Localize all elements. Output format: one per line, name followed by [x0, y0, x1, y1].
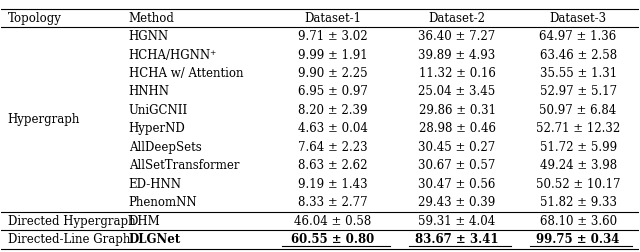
Text: 25.04 ± 3.45: 25.04 ± 3.45 [419, 85, 495, 99]
Text: DHM: DHM [129, 215, 161, 228]
Text: HyperND: HyperND [129, 122, 186, 135]
Text: 9.71 ± 3.02: 9.71 ± 3.02 [298, 30, 367, 43]
Text: 8.33 ± 2.77: 8.33 ± 2.77 [298, 196, 367, 209]
Text: Dataset-2: Dataset-2 [429, 12, 486, 25]
Text: 9.99 ± 1.91: 9.99 ± 1.91 [298, 49, 367, 61]
Text: 8.63 ± 2.62: 8.63 ± 2.62 [298, 159, 367, 172]
Text: HCHA w/ Attention: HCHA w/ Attention [129, 67, 243, 80]
Text: 60.55 ± 0.80: 60.55 ± 0.80 [291, 233, 374, 246]
Text: 30.47 ± 0.56: 30.47 ± 0.56 [419, 178, 496, 191]
Text: ED-HNN: ED-HNN [129, 178, 182, 191]
Text: 50.52 ± 10.17: 50.52 ± 10.17 [536, 178, 620, 191]
Text: Dataset-1: Dataset-1 [304, 12, 361, 25]
Text: 6.95 ± 0.97: 6.95 ± 0.97 [298, 85, 368, 99]
Text: Hypergraph: Hypergraph [8, 113, 80, 126]
Text: 7.64 ± 2.23: 7.64 ± 2.23 [298, 141, 367, 154]
Text: 46.04 ± 0.58: 46.04 ± 0.58 [294, 215, 371, 228]
Text: HCHA/HGNN⁺: HCHA/HGNN⁺ [129, 49, 217, 61]
Text: HGNN: HGNN [129, 30, 169, 43]
Text: HNHN: HNHN [129, 85, 170, 99]
Text: AllDeepSets: AllDeepSets [129, 141, 202, 154]
Text: 29.43 ± 0.39: 29.43 ± 0.39 [419, 196, 495, 209]
Text: 36.40 ± 7.27: 36.40 ± 7.27 [419, 30, 495, 43]
Text: 63.46 ± 2.58: 63.46 ± 2.58 [540, 49, 616, 61]
Text: 30.67 ± 0.57: 30.67 ± 0.57 [419, 159, 496, 172]
Text: Directed Hypergraph: Directed Hypergraph [8, 215, 136, 228]
Text: 9.90 ± 2.25: 9.90 ± 2.25 [298, 67, 367, 80]
Text: 39.89 ± 4.93: 39.89 ± 4.93 [419, 49, 495, 61]
Text: DLGNet: DLGNet [129, 233, 181, 246]
Text: Directed-Line Graph: Directed-Line Graph [8, 233, 130, 246]
Text: 11.32 ± 0.16: 11.32 ± 0.16 [419, 67, 495, 80]
Text: 51.82 ± 9.33: 51.82 ± 9.33 [540, 196, 616, 209]
Text: 83.67 ± 3.41: 83.67 ± 3.41 [415, 233, 499, 246]
Text: 50.97 ± 6.84: 50.97 ± 6.84 [540, 104, 617, 117]
Text: 9.19 ± 1.43: 9.19 ± 1.43 [298, 178, 367, 191]
Text: 64.97 ± 1.36: 64.97 ± 1.36 [540, 30, 617, 43]
Text: 52.97 ± 5.17: 52.97 ± 5.17 [540, 85, 616, 99]
Text: PhenomNN: PhenomNN [129, 196, 198, 209]
Text: AllSetTransformer: AllSetTransformer [129, 159, 239, 172]
Text: 29.86 ± 0.31: 29.86 ± 0.31 [419, 104, 495, 117]
Text: 4.63 ± 0.04: 4.63 ± 0.04 [298, 122, 368, 135]
Text: 28.98 ± 0.46: 28.98 ± 0.46 [419, 122, 495, 135]
Text: 49.24 ± 3.98: 49.24 ± 3.98 [540, 159, 616, 172]
Text: 35.55 ± 1.31: 35.55 ± 1.31 [540, 67, 616, 80]
Text: 30.45 ± 0.27: 30.45 ± 0.27 [419, 141, 495, 154]
Text: 99.75 ± 0.34: 99.75 ± 0.34 [536, 233, 620, 246]
Text: Topology: Topology [8, 12, 61, 25]
Text: 59.31 ± 4.04: 59.31 ± 4.04 [419, 215, 495, 228]
Text: UniGCNII: UniGCNII [129, 104, 188, 117]
Text: 8.20 ± 2.39: 8.20 ± 2.39 [298, 104, 367, 117]
Text: 52.71 ± 12.32: 52.71 ± 12.32 [536, 122, 620, 135]
Text: 68.10 ± 3.60: 68.10 ± 3.60 [540, 215, 616, 228]
Text: Method: Method [129, 12, 175, 25]
Text: 51.72 ± 5.99: 51.72 ± 5.99 [540, 141, 616, 154]
Text: Dataset-3: Dataset-3 [550, 12, 607, 25]
